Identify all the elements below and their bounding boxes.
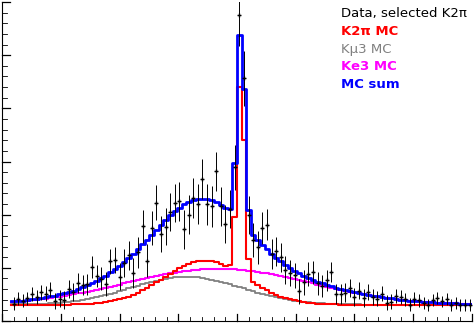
Legend: Data, selected K2π, K2π MC, Kμ3 MC, Ke3 MC, MC sum: Data, selected K2π, K2π MC, Kμ3 MC, Ke3 …: [338, 5, 469, 93]
